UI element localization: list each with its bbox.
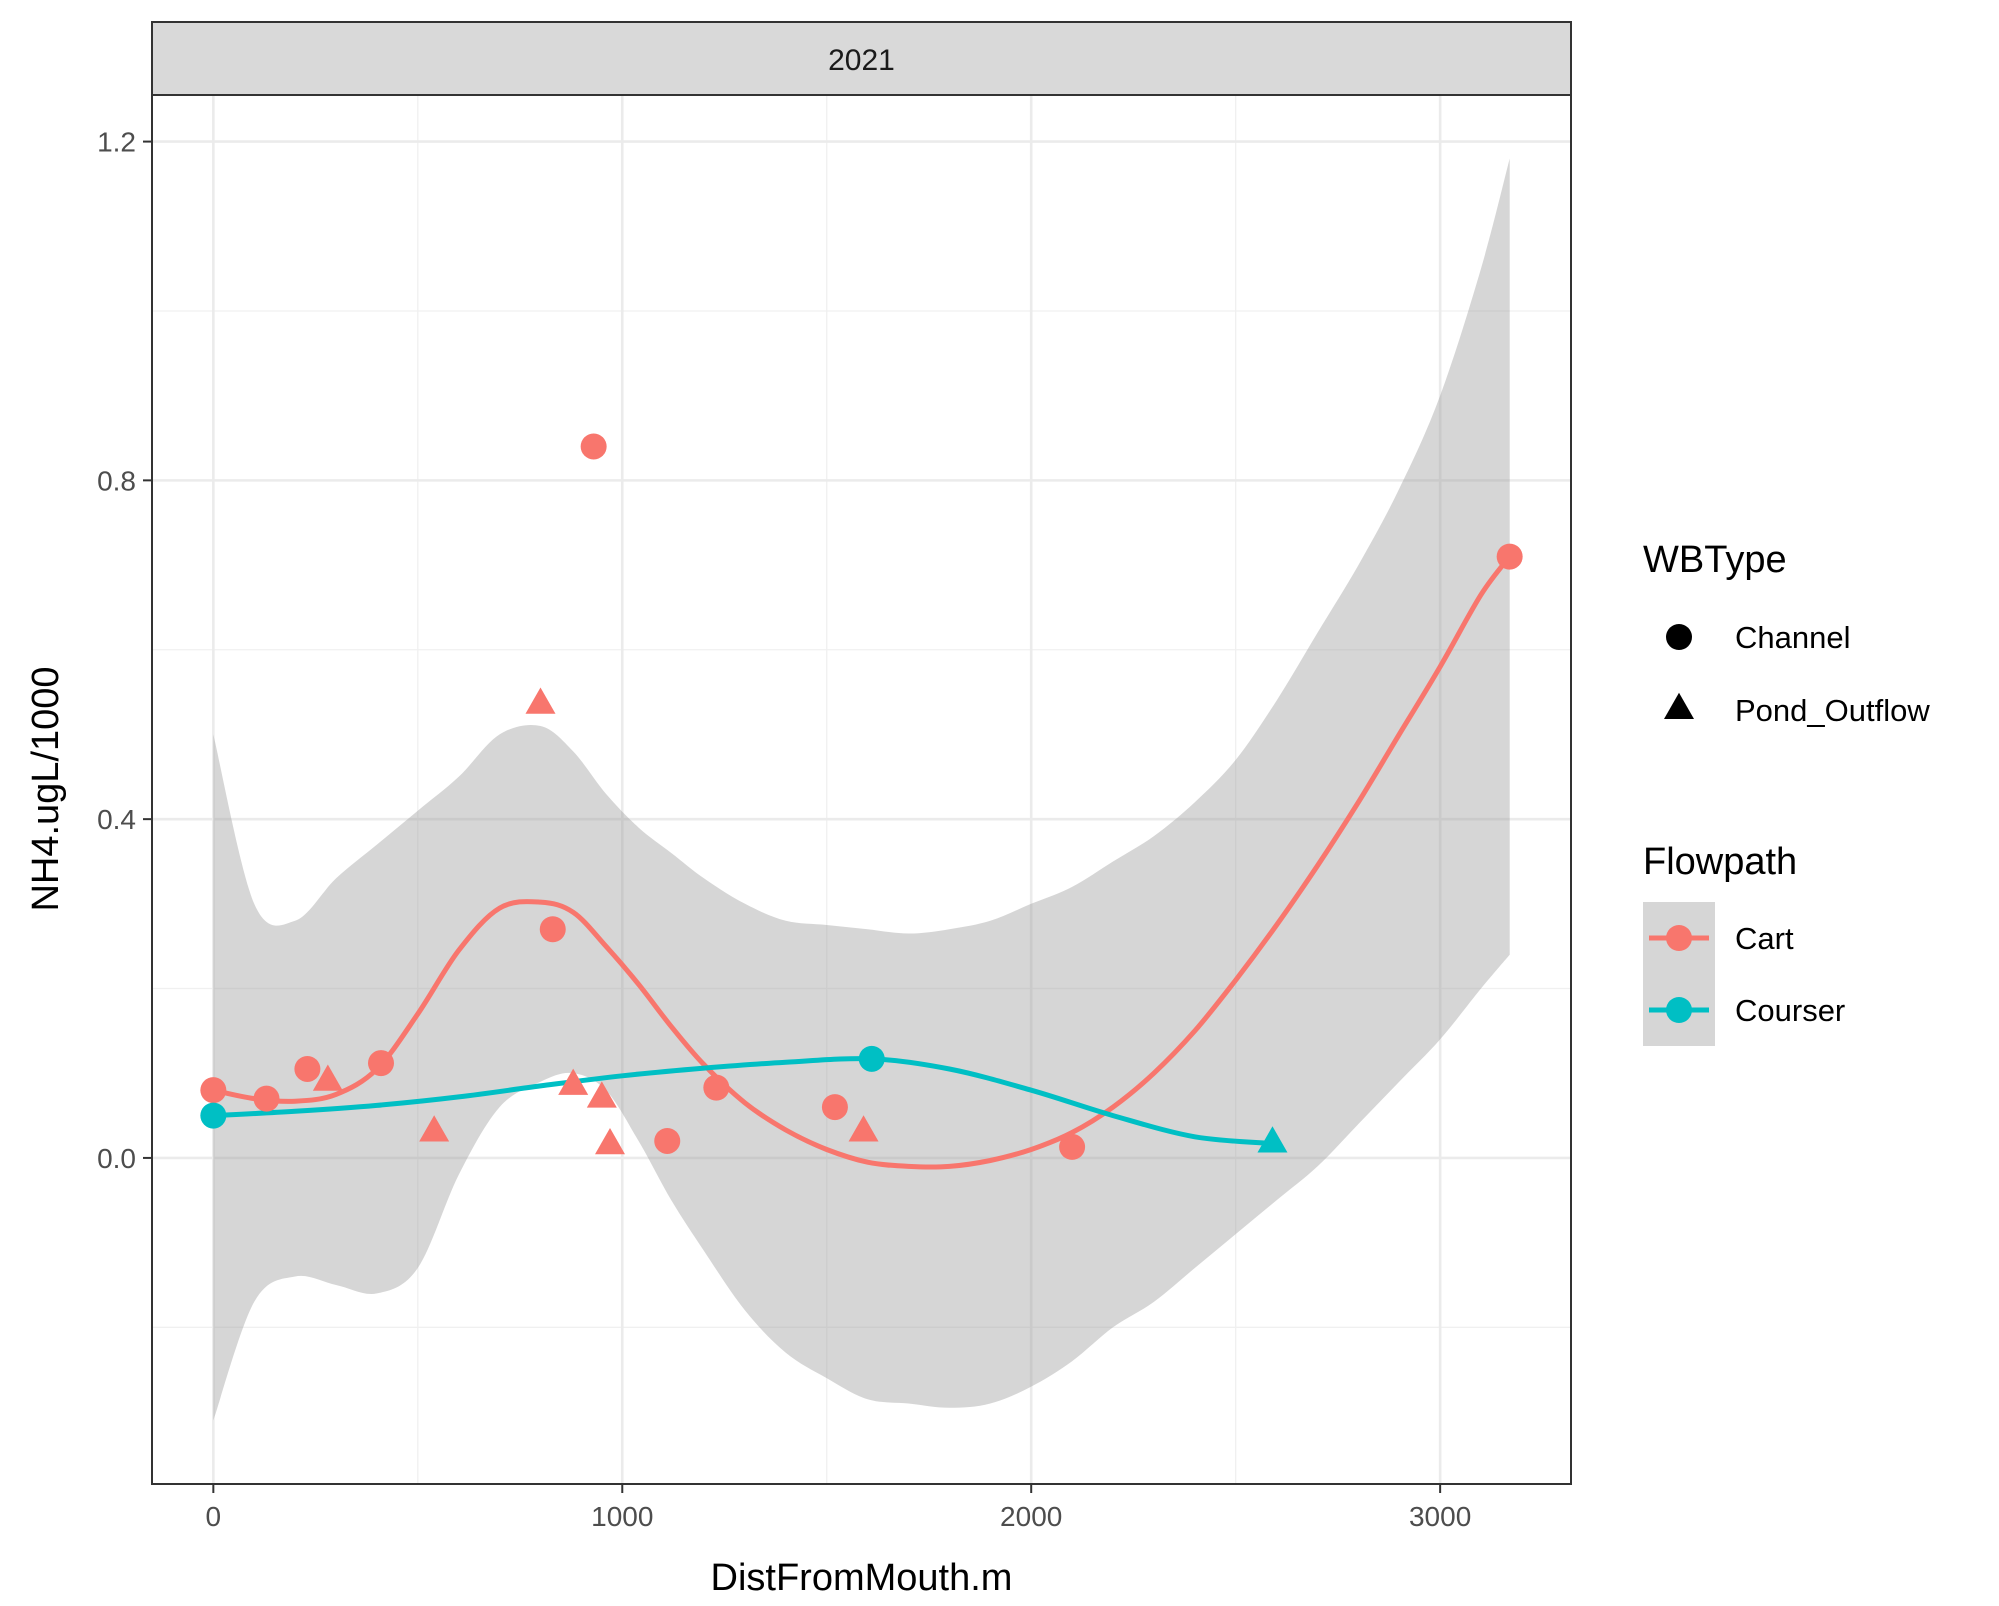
point-courser-circle xyxy=(858,1045,885,1072)
x-tick-label: 3000 xyxy=(1409,1501,1471,1532)
legend-key-circle xyxy=(1666,624,1692,650)
point-cart-triangle xyxy=(848,1115,879,1142)
point-cart-circle xyxy=(253,1085,280,1112)
y-tick-label: 1.2 xyxy=(97,127,136,158)
legend-title-flowpath: Flowpath xyxy=(1643,841,1797,883)
point-cart-circle xyxy=(580,433,607,460)
confidence-ribbon-cart xyxy=(213,158,1510,1421)
facet-strip-background xyxy=(151,21,1572,96)
y-tick-label: 0.4 xyxy=(97,804,136,835)
point-cart-triangle xyxy=(525,687,556,714)
point-cart-triangle xyxy=(595,1127,626,1155)
smooth-line-cart xyxy=(210,554,1513,1170)
smooth-line-courser xyxy=(210,1056,1275,1146)
grid-major xyxy=(152,95,1571,1484)
x-tick-label: 2000 xyxy=(1000,1501,1062,1532)
legend-title-wbtype: WBType xyxy=(1643,539,1787,581)
legend-label-courser: Courser xyxy=(1735,993,1845,1028)
x-tick-label: 0 xyxy=(206,1501,222,1532)
panel-border xyxy=(151,94,1572,1485)
point-courser-circle xyxy=(200,1102,227,1129)
point-cart-triangle xyxy=(312,1064,343,1091)
legend-key-triangle xyxy=(1664,692,1694,719)
legend-label-cart: Cart xyxy=(1735,921,1794,956)
y-tick-label: 0.0 xyxy=(97,1143,136,1174)
facet-label: 2021 xyxy=(828,44,895,77)
y-tick-label: 0.8 xyxy=(97,465,136,496)
point-cart-circle xyxy=(294,1055,321,1082)
point-cart-circle xyxy=(1059,1133,1086,1160)
y-axis-title: NH4.ugL/1000 xyxy=(25,666,67,911)
y-axis: 0.0 0.4 0.8 1.2 xyxy=(97,127,152,1174)
legend: WBType Channel Pond_Outflow Flowpath Cart Cou… xyxy=(1643,539,1930,1046)
legend-key-point-cart xyxy=(1666,925,1692,951)
point-cart-circle xyxy=(654,1127,681,1154)
x-axis-title: DistFromMouth.m xyxy=(711,1557,1013,1599)
legend-label-channel: Channel xyxy=(1735,620,1850,655)
legend-label-pond_outflow: Pond_Outflow xyxy=(1735,693,1930,728)
point-cart-circle xyxy=(821,1094,848,1121)
confidence-ribbons xyxy=(213,158,1510,1421)
panel-background xyxy=(152,95,1571,1484)
point-cart-triangle xyxy=(586,1081,617,1108)
legend-key-point-courser xyxy=(1666,997,1692,1023)
point-cart-triangle xyxy=(419,1115,450,1142)
point-cart-circle xyxy=(200,1077,227,1104)
point-courser-triangle xyxy=(1257,1126,1288,1153)
x-axis: 0 1000 2000 3000 xyxy=(206,1484,1471,1532)
point-cart-circle xyxy=(368,1050,395,1077)
x-tick-label: 1000 xyxy=(591,1501,653,1532)
smooth-lines xyxy=(210,554,1513,1170)
point-cart-triangle xyxy=(558,1068,589,1095)
grid-minor xyxy=(152,95,1571,1484)
point-cart-circle xyxy=(1496,543,1523,570)
point-cart-circle xyxy=(539,916,566,943)
data-points xyxy=(200,433,1523,1160)
facet-strip: 2021 xyxy=(151,21,1572,96)
point-cart-circle xyxy=(703,1074,730,1101)
